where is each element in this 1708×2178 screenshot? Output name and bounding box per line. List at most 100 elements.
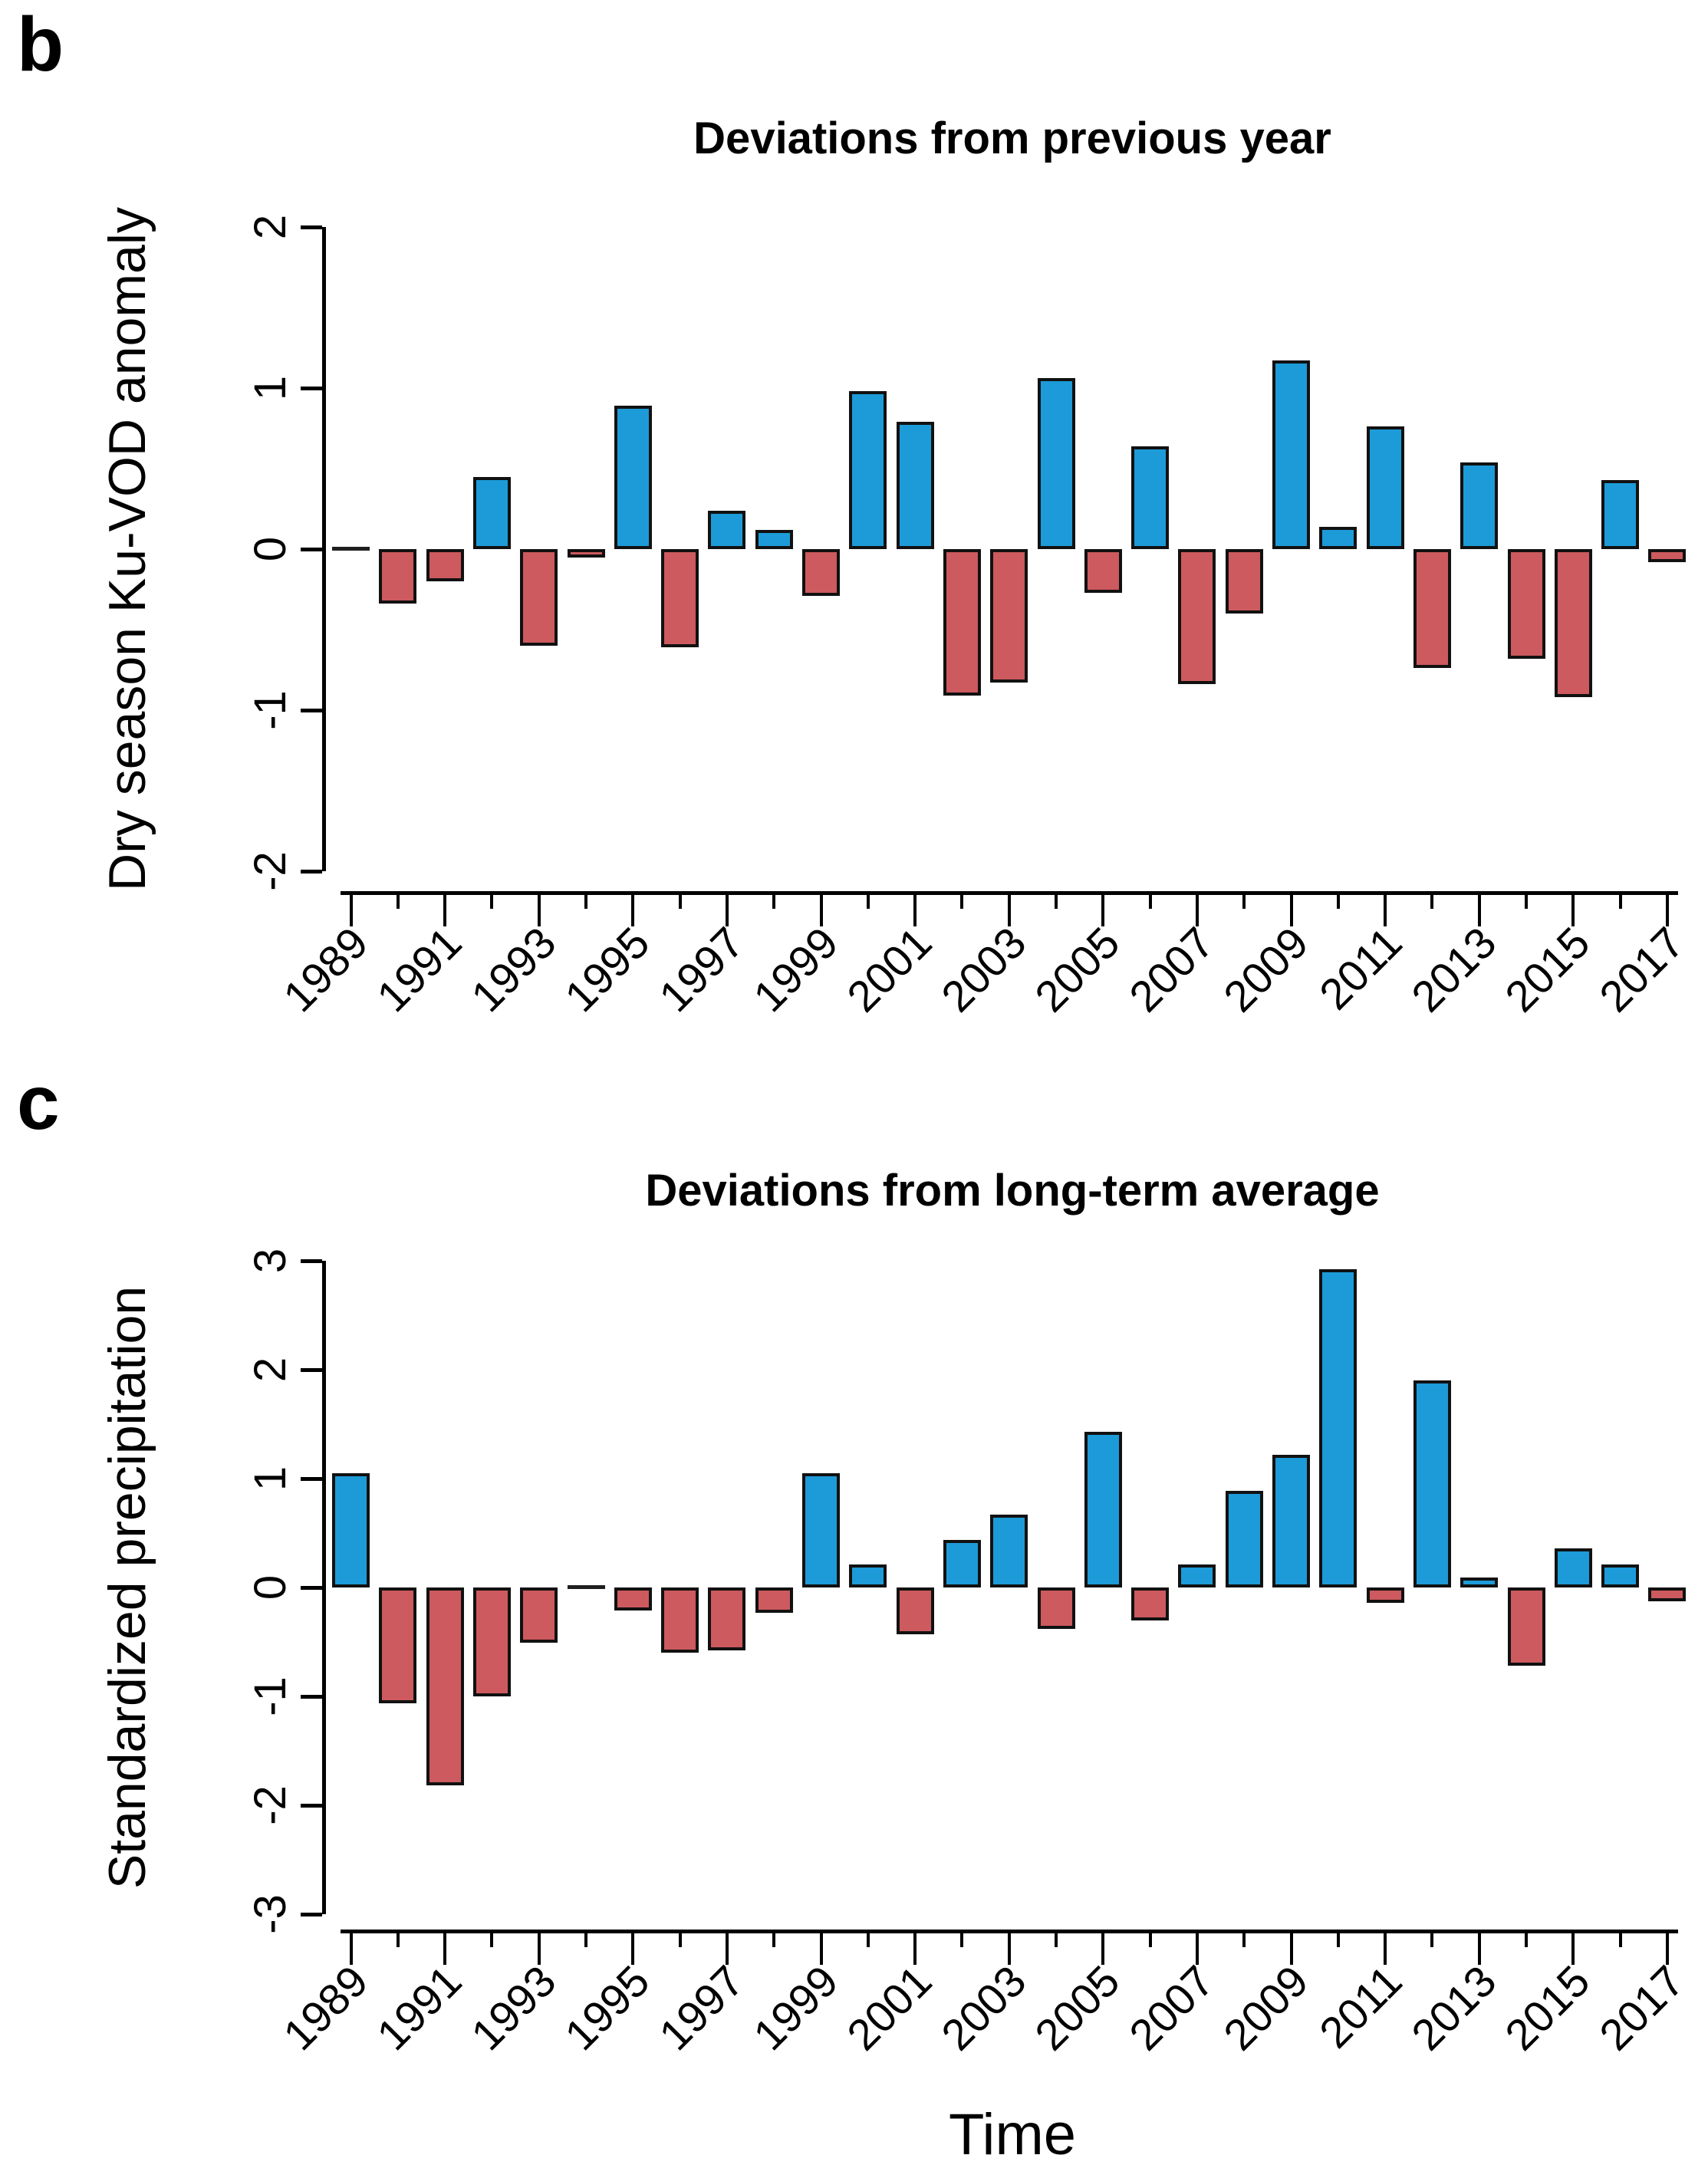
bar-2014	[1507, 1587, 1545, 1666]
y-tick--1	[301, 708, 322, 712]
bar-1997	[708, 1587, 746, 1651]
bar-1991	[426, 1587, 464, 1786]
y-tick-label-1: 1	[245, 375, 295, 401]
bar-1999	[802, 1472, 840, 1587]
y-tick-label-0: 0	[245, 536, 295, 562]
x-tick-2001	[913, 891, 917, 926]
bar-1999	[802, 549, 840, 596]
x-tick-1995	[631, 1930, 635, 1965]
y-tick-3	[301, 1258, 322, 1263]
bar-2005	[1084, 1431, 1122, 1587]
y-tick-0	[301, 547, 322, 551]
bar-2002	[943, 1539, 981, 1587]
bar-2017	[1648, 549, 1687, 562]
bar-1989	[332, 1472, 370, 1587]
x-axis-label-time: Time	[948, 2102, 1077, 2167]
x-tick-1999	[819, 891, 823, 926]
x-tick-2013	[1477, 1930, 1481, 1965]
bar-1992	[472, 1587, 511, 1696]
y-tick-label--2: -2	[245, 1785, 295, 1825]
y-tick-2	[301, 225, 322, 229]
x-tick-2016	[1618, 891, 1622, 909]
bar-2005	[1084, 549, 1122, 593]
y-axis-line	[322, 1261, 326, 1914]
bar-2016	[1601, 479, 1640, 549]
x-tick-2017	[1665, 891, 1669, 926]
bar-2013	[1460, 1578, 1499, 1587]
bar-2008	[1225, 549, 1263, 614]
y-axis-line	[322, 227, 326, 871]
x-tick-2004	[1055, 1930, 1058, 1947]
bar-1996	[661, 1587, 699, 1653]
bar-1995	[614, 1587, 652, 1610]
bar-2015	[1554, 1548, 1592, 1587]
bar-2010	[1319, 1269, 1358, 1587]
x-tick-2002	[960, 1930, 964, 1947]
x-tick-2004	[1055, 891, 1058, 909]
x-tick-2015	[1571, 1930, 1575, 1965]
x-tick-1994	[584, 1930, 587, 1947]
x-tick-2003	[1007, 1930, 1011, 1965]
x-tick-1990	[396, 1930, 400, 1947]
x-tick-2003	[1007, 891, 1011, 926]
y-tick--3	[301, 1912, 322, 1916]
x-tick-1997	[725, 891, 729, 926]
bar-2002	[943, 549, 981, 696]
bar-1989	[332, 547, 370, 551]
x-tick-2002	[960, 891, 964, 909]
y-tick-label-2: 2	[245, 1357, 295, 1383]
bar-2004	[1037, 1587, 1075, 1629]
bar-1991	[426, 549, 464, 581]
bar-2017	[1648, 1587, 1687, 1602]
bar-2016	[1601, 1564, 1640, 1587]
bar-2012	[1413, 549, 1451, 669]
x-tick-2000	[866, 891, 870, 909]
x-tick-2012	[1430, 891, 1434, 909]
x-tick-2011	[1384, 891, 1387, 926]
bar-1997	[708, 510, 746, 549]
x-tick-2014	[1525, 891, 1528, 909]
chart-title-deviations-long-term-average: Deviations from long-term average	[645, 1166, 1380, 1216]
bar-2003	[990, 1514, 1028, 1587]
x-tick-1996	[678, 1930, 682, 1947]
bar-1995	[614, 406, 652, 549]
bar-2001	[896, 422, 934, 549]
x-tick-2016	[1618, 1930, 1622, 1947]
bar-2009	[1272, 360, 1310, 549]
y-tick-label-2: 2	[245, 214, 295, 240]
y-tick--1	[301, 1694, 322, 1699]
x-tick-2006	[1148, 891, 1152, 909]
bar-2000	[849, 1564, 887, 1587]
x-tick-2012	[1430, 1930, 1434, 1947]
bar-1990	[379, 549, 417, 604]
y-tick-label--1: -1	[245, 1676, 295, 1716]
bar-1998	[755, 529, 793, 549]
bar-1992	[472, 476, 511, 549]
x-tick-1993	[537, 891, 541, 926]
bar-2007	[1178, 1564, 1216, 1587]
y-tick-label-1: 1	[245, 1466, 295, 1492]
x-tick-2006	[1148, 1930, 1152, 1947]
bar-2011	[1366, 1587, 1404, 1603]
x-tick-2009	[1289, 891, 1293, 926]
bar-1990	[379, 1587, 417, 1703]
x-tick-1991	[443, 891, 447, 926]
y-tick-2	[301, 1367, 322, 1372]
x-tick-2008	[1242, 891, 1246, 909]
x-tick-2014	[1525, 1930, 1528, 1947]
x-tick-2013	[1477, 891, 1481, 926]
x-tick-1996	[678, 891, 682, 909]
bar-1994	[567, 549, 605, 558]
x-tick-1992	[490, 891, 494, 909]
bar-1994	[567, 1585, 605, 1589]
y-tick-label--3: -3	[245, 1894, 295, 1934]
bar-2008	[1225, 1490, 1263, 1587]
y-tick--2	[301, 869, 322, 874]
bar-1996	[661, 549, 699, 648]
y-tick-0	[301, 1585, 322, 1590]
x-tick-1992	[490, 1930, 494, 1947]
x-tick-2000	[866, 1930, 870, 1947]
panel-letter-b: b	[17, 2, 64, 87]
bar-2006	[1131, 446, 1170, 549]
x-tick-2005	[1101, 891, 1105, 926]
